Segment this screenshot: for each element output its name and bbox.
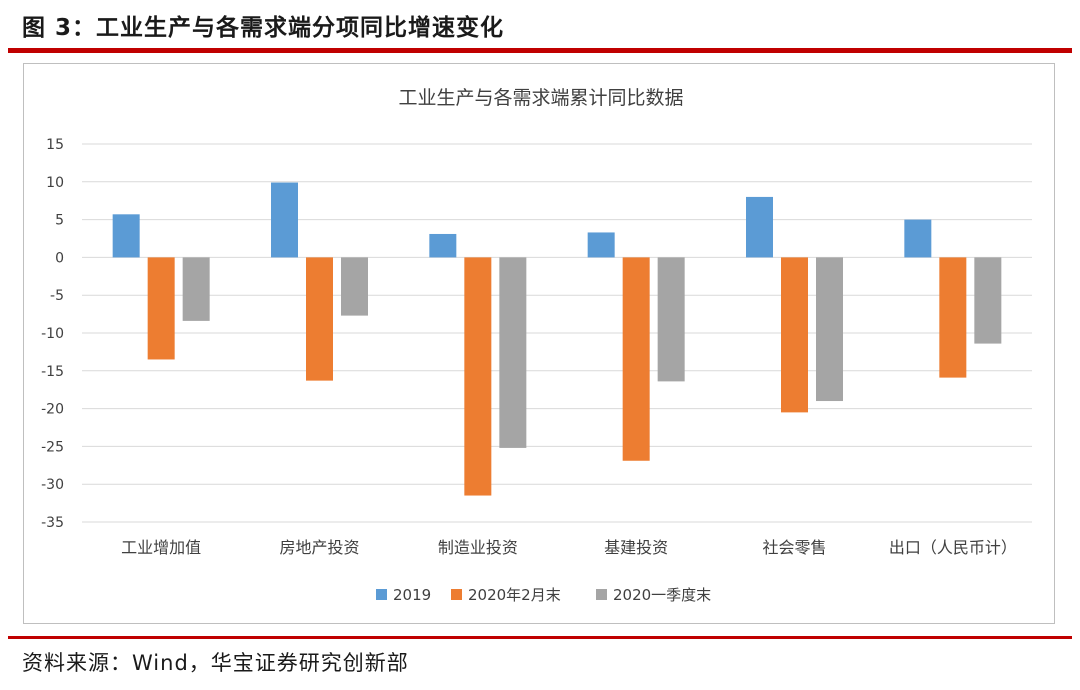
y-tick-label: -35: [41, 515, 64, 531]
bars: [112, 182, 1002, 496]
y-tick-label: -25: [41, 439, 64, 455]
y-tick-label: -10: [41, 326, 64, 342]
y-tick-label: -5: [50, 288, 64, 304]
source-note: 资料来源：Wind，华宝证券研究创新部: [22, 651, 409, 675]
bar-1-1: [112, 214, 140, 258]
bar-3-3: [499, 257, 527, 448]
y-axis-ticks: 15 10 5 0 -5 -10 -15 -20 -25 -30 -35: [41, 137, 64, 531]
legend: 2019 2020年2月末 2020一季度末: [376, 586, 711, 604]
bar-1-3: [429, 233, 457, 258]
bar-chart: 工业生产与各需求端累计同比数据 15 10 5 0 -5 -10 -15 -20 -25 -30 -…: [41, 87, 1032, 604]
bar-2-2: [306, 257, 333, 381]
legend-label: 2020年2月末: [468, 586, 561, 604]
bar-2-3: [464, 257, 492, 496]
bar-3-4: [657, 257, 685, 382]
bar-2-5: [781, 257, 808, 413]
figure-title: 图 3：工业生产与各需求端分项同比增速变化: [22, 15, 505, 41]
x-category-label: 社会零售: [762, 538, 826, 557]
x-category-label: 基建投资: [604, 538, 668, 557]
bar-2-1: [147, 257, 175, 360]
y-tick-label: -20: [41, 402, 64, 418]
y-tick-label: 5: [55, 213, 64, 229]
bar-3-2: [341, 257, 368, 316]
x-category-label: 制造业投资: [438, 538, 518, 557]
y-tick-label: 0: [55, 250, 64, 266]
header-divider: [8, 48, 1072, 53]
bar-1-2: [271, 182, 298, 258]
x-axis-labels: 工业增加值 房地产投资 制造业投资 基建投资 社会零售 出口（人民币计）: [121, 538, 1017, 557]
x-category-label: 房地产投资: [279, 538, 359, 557]
footer-divider: [8, 636, 1072, 639]
bar-2-4: [622, 257, 650, 461]
chart-frame: 工业生产与各需求端累计同比数据 15 10 5 0 -5 -10 -15 -20 -25 -30 -…: [23, 63, 1055, 624]
bar-1-5: [746, 196, 773, 258]
legend-swatch: [451, 589, 462, 600]
legend-swatch: [376, 589, 387, 600]
legend-swatch: [596, 589, 607, 600]
y-tick-label: 15: [46, 137, 64, 153]
x-category-label: 工业增加值: [121, 538, 201, 557]
legend-label: 2020一季度末: [613, 586, 711, 604]
gridlines: [82, 143, 1032, 523]
chart-title: 工业生产与各需求端累计同比数据: [398, 87, 683, 109]
x-category-label: 出口（人民币计）: [889, 538, 1017, 557]
bar-2-6: [939, 257, 967, 378]
bar-1-4: [587, 232, 615, 258]
y-tick-label: -15: [41, 364, 64, 380]
y-tick-label: -30: [41, 477, 64, 493]
bar-1-6: [904, 219, 932, 258]
bar-3-6: [974, 257, 1002, 344]
bar-3-5: [816, 257, 843, 402]
legend-label: 2019: [393, 586, 431, 604]
bar-3-1: [182, 257, 210, 321]
y-tick-label: 10: [46, 175, 64, 191]
